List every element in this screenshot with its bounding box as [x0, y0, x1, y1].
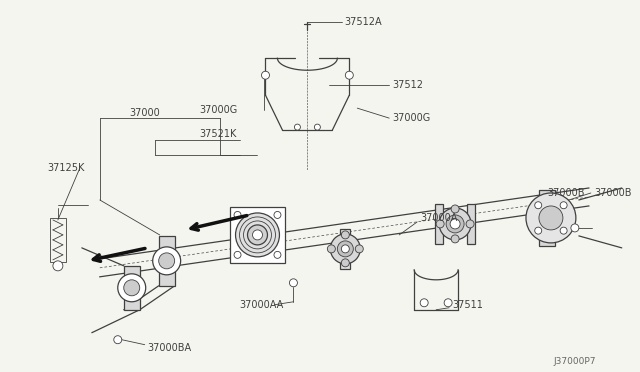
- Circle shape: [124, 280, 140, 296]
- Circle shape: [114, 336, 122, 344]
- Text: J37000P7: J37000P7: [554, 357, 596, 366]
- Circle shape: [451, 235, 459, 243]
- Circle shape: [535, 202, 541, 209]
- Circle shape: [560, 202, 567, 209]
- Circle shape: [355, 245, 364, 253]
- Text: 37521K: 37521K: [200, 129, 237, 139]
- Polygon shape: [124, 266, 140, 310]
- Circle shape: [289, 279, 298, 287]
- Circle shape: [341, 231, 349, 239]
- Text: 37000G: 37000G: [200, 105, 238, 115]
- Circle shape: [341, 259, 349, 267]
- Circle shape: [118, 274, 146, 302]
- Polygon shape: [159, 236, 175, 286]
- Circle shape: [234, 211, 241, 218]
- Circle shape: [420, 299, 428, 307]
- Circle shape: [466, 220, 474, 228]
- Circle shape: [294, 124, 300, 130]
- Polygon shape: [467, 204, 475, 244]
- Circle shape: [327, 245, 335, 253]
- Text: 37512A: 37512A: [344, 17, 382, 27]
- Circle shape: [436, 220, 444, 228]
- Circle shape: [159, 253, 175, 269]
- Text: 37512: 37512: [392, 80, 423, 90]
- Circle shape: [444, 299, 452, 307]
- Circle shape: [450, 219, 460, 229]
- Text: 37511: 37511: [452, 300, 483, 310]
- Circle shape: [248, 225, 268, 245]
- Circle shape: [274, 211, 281, 218]
- Polygon shape: [230, 207, 285, 263]
- Circle shape: [236, 213, 280, 257]
- Text: 37000A: 37000A: [420, 213, 458, 223]
- Circle shape: [314, 124, 321, 130]
- Circle shape: [526, 193, 576, 243]
- Circle shape: [539, 206, 563, 230]
- Text: 37000B: 37000B: [594, 188, 631, 198]
- Text: 37000BA: 37000BA: [148, 343, 192, 353]
- Circle shape: [274, 251, 281, 259]
- Polygon shape: [435, 204, 443, 244]
- Circle shape: [439, 208, 471, 240]
- Polygon shape: [340, 229, 350, 269]
- Circle shape: [446, 215, 464, 233]
- Text: 37000: 37000: [130, 108, 161, 118]
- Circle shape: [234, 251, 241, 259]
- Text: 37125K: 37125K: [47, 163, 84, 173]
- Circle shape: [53, 261, 63, 271]
- Polygon shape: [539, 190, 555, 246]
- Circle shape: [337, 241, 353, 257]
- Circle shape: [330, 234, 360, 264]
- Circle shape: [253, 230, 262, 240]
- Circle shape: [153, 247, 180, 275]
- Circle shape: [560, 227, 567, 234]
- Text: 37000G: 37000G: [392, 113, 431, 123]
- Circle shape: [451, 205, 459, 213]
- Circle shape: [341, 245, 349, 253]
- Text: 37000B: 37000B: [547, 188, 584, 198]
- Circle shape: [571, 224, 579, 232]
- Circle shape: [262, 71, 269, 79]
- Text: 37000AA: 37000AA: [239, 300, 284, 310]
- Circle shape: [535, 227, 541, 234]
- Circle shape: [346, 71, 353, 79]
